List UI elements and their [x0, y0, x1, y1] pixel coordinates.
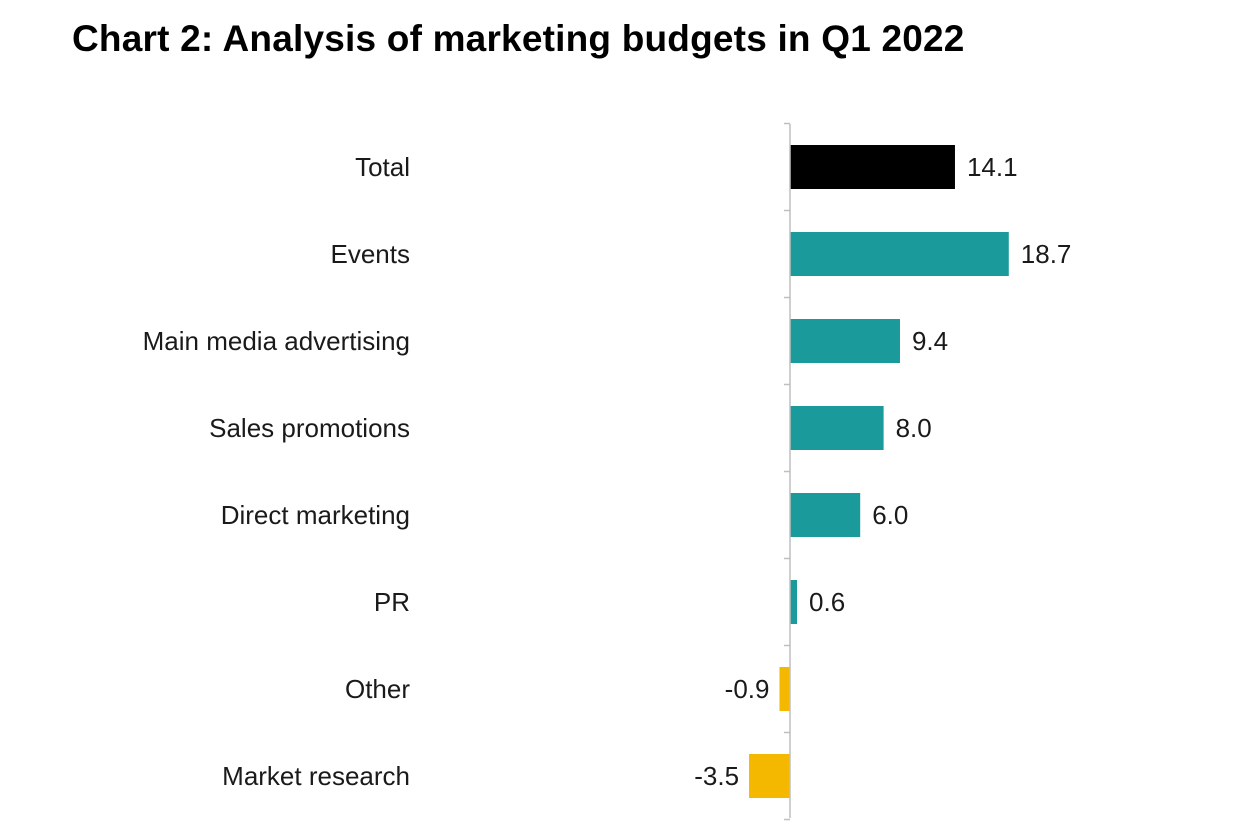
- category-label-pr: PR: [374, 587, 410, 617]
- category-label-market-research: Market research: [222, 761, 410, 791]
- value-label-sales-promotions: 8.0: [896, 413, 932, 443]
- category-label-main-media-advertising: Main media advertising: [143, 326, 410, 356]
- value-label-direct-marketing: 6.0: [872, 500, 908, 530]
- bar-events: [790, 232, 1009, 276]
- value-label-other: -0.9: [725, 674, 770, 704]
- value-label-total: 14.1: [967, 152, 1018, 182]
- category-label-sales-promotions: Sales promotions: [209, 413, 410, 443]
- category-label-direct-marketing: Direct marketing: [221, 500, 410, 530]
- chart-title: Chart 2: Analysis of marketing budgets i…: [72, 18, 965, 59]
- bar-main-media-advertising: [790, 319, 900, 363]
- value-label-pr: 0.6: [809, 587, 845, 617]
- bar-total: [790, 145, 955, 189]
- category-label-events: Events: [331, 239, 411, 269]
- value-label-main-media-advertising: 9.4: [912, 326, 948, 356]
- category-label-total: Total: [355, 152, 410, 182]
- category-label-other: Other: [345, 674, 410, 704]
- zero-axis: [784, 122, 791, 821]
- bar-market-research: [749, 754, 790, 798]
- bars-group: [749, 145, 1009, 798]
- bar-direct-marketing: [790, 493, 861, 537]
- value-label-events: 18.7: [1021, 239, 1072, 269]
- bar-pr: [790, 580, 798, 624]
- value-label-market-research: -3.5: [694, 761, 739, 791]
- bar-sales-promotions: [790, 406, 884, 450]
- value-labels-group: 14.1 18.7 9.4 8.0 6.0 0.6 -0.9 -3.5: [694, 152, 1071, 791]
- category-labels-group: Total Events Main media advertising Sales p…: [143, 152, 411, 791]
- bar-other: [779, 667, 790, 711]
